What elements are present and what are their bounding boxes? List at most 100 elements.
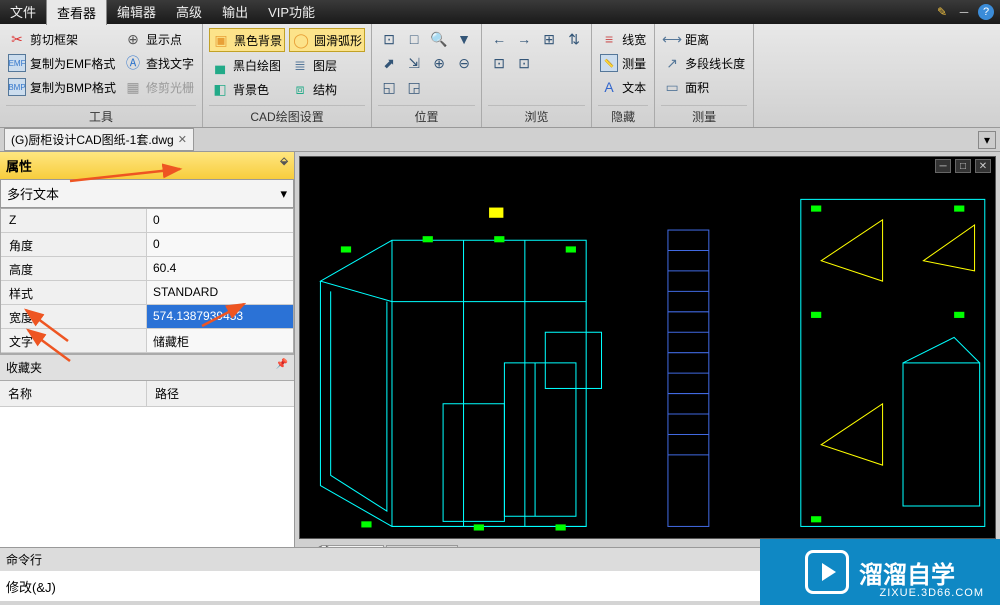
properties-title: 属性 [6,159,32,174]
properties-header[interactable]: 属性 ⬙ [0,152,294,179]
prop-row-宽度[interactable]: 宽度574.1387939453 [1,305,293,329]
ribbon-iconbtn[interactable]: ⊡ [513,52,535,74]
col-name[interactable]: 名称 [0,381,147,406]
ribbon-label: 测量 [622,55,646,72]
ribbon-label: 线宽 [622,31,646,48]
canvas-window-controls: ─ □ ✕ [935,159,991,173]
prop-value[interactable]: 60.4 [147,257,293,280]
ribbon-距离[interactable]: ⟷距离 [661,28,747,50]
ribbon-查找文字[interactable]: Ⓐ查找文字 [122,52,196,74]
ribbon-iconbtn[interactable]: ← [488,28,510,50]
drawing-canvas[interactable]: ─ □ ✕ [299,156,996,539]
close-icon[interactable]: ✕ [178,133,187,146]
ribbon-iconbtn [538,52,560,74]
ribbon-label: 显示点 [146,31,182,48]
help-icon[interactable]: ? [978,4,994,20]
ribbon-iconbtn[interactable]: 🔍 [428,28,450,50]
ribbon-group-隐藏: ≡线宽📏测量A文本隐藏 [592,24,655,127]
menu-查看器[interactable]: 查看器 [46,0,107,25]
watermark-brand: 溜溜自学 [859,555,955,590]
ribbon-背景色[interactable]: ◧背景色 [209,78,285,100]
ribbon-iconbtn[interactable]: □ [403,28,425,50]
ribbon-复制为EMF格式[interactable]: EMF复制为EMF格式 [6,52,118,74]
多段线长度-icon: ↗ [663,54,681,72]
prop-key: 高度 [1,257,147,280]
tab-dropdown[interactable]: ▾ [978,131,996,149]
ribbon-iconbtn[interactable]: ⬈ [378,52,400,74]
menu-高级[interactable]: 高级 [166,0,212,25]
pin-icon[interactable]: 📌 [276,359,288,370]
ribbon-iconbtn[interactable]: ◲ [403,76,425,98]
ribbon-剪切框架[interactable]: ✂剪切框架 [6,28,118,50]
prop-row-文字[interactable]: 文字储藏柜 [1,329,293,353]
watermark-url: ZIXUE.3D66.COM [880,587,984,599]
ribbon-iconbtn[interactable]: ⊞ [538,28,560,50]
pen-icon[interactable]: ✎ [934,4,950,20]
prop-value[interactable]: 0 [147,233,293,256]
ribbon-iconbtn[interactable]: ⊕ [428,52,450,74]
prop-value[interactable]: 0 [147,209,293,232]
ribbon-group-CAD绘图设置: ▣黑色背景▄黑白绘图◧背景色◯圆滑弧形≣图层⧈结构CAD绘图设置 [203,24,372,127]
ribbon-圆滑弧形[interactable]: ◯圆滑弧形 [289,28,365,52]
ribbon-group-title: 工具 [6,105,196,127]
ribbon-黑色背景[interactable]: ▣黑色背景 [209,28,285,52]
maximize-icon[interactable]: □ [955,159,971,173]
favorites-body [0,407,294,547]
ribbon-显示点[interactable]: ⊕显示点 [122,28,196,50]
watermark: 溜溜自学 ZIXUE.3D66.COM [760,539,1000,605]
prop-value[interactable]: 574.1387939453 [147,305,293,328]
ribbon-iconbtn[interactable]: ⇅ [563,28,585,50]
prop-row-角度[interactable]: 角度0 [1,233,293,257]
menu-输出[interactable]: 输出 [212,0,258,25]
ribbon-复制为BMP格式[interactable]: BMP复制为BMP格式 [6,76,118,98]
ribbon-iconbtn[interactable]: ▼ [453,28,475,50]
prop-value[interactable]: STANDARD [147,281,293,304]
property-type-select[interactable]: 多行文本 ▾ [0,179,294,208]
ribbon-iconbtn[interactable]: → [513,28,535,50]
menu-VIP功能[interactable]: VIP功能 [258,0,325,25]
ribbon-iconbtn[interactable]: ⊡ [378,28,400,50]
minimize-icon[interactable]: ─ [935,159,951,173]
ribbon-iconbtn[interactable]: ⊖ [453,52,475,74]
document-tab[interactable]: (G)厨柜设计CAD图纸-1套.dwg ✕ [4,128,194,151]
ribbon-面积[interactable]: ▭面积 [661,76,747,98]
ribbon-黑白绘图[interactable]: ▄黑白绘图 [209,54,285,76]
查找文字-icon: Ⓐ [124,54,142,72]
cad-drawing [300,157,995,538]
prop-value[interactable]: 储藏柜 [147,329,293,352]
背景色-icon: ◧ [211,80,229,98]
col-path[interactable]: 路径 [147,381,294,406]
minimize-icon[interactable]: ─ [956,4,972,20]
ribbon-iconbtn[interactable]: ◱ [378,76,400,98]
ribbon-label: 修剪光栅 [146,79,194,96]
play-icon [805,550,849,594]
ribbon-label: 多段线长度 [685,55,745,72]
prop-row-高度[interactable]: 高度60.4 [1,257,293,281]
文本-icon: A [600,78,618,96]
显示点-icon: ⊕ [124,30,142,48]
ribbon-group-位置: ⊡□🔍▼ ⬈⇲⊕⊖ ◱◲ 位置 [372,24,482,127]
ribbon-group-浏览: ←→⊞⇅⊡⊡浏览 [482,24,592,127]
ribbon-图层[interactable]: ≣图层 [289,54,365,76]
结构-icon: ⧈ [291,80,309,98]
menu-编辑器[interactable]: 编辑器 [107,0,166,25]
ribbon-文本[interactable]: A文本 [598,76,648,98]
线宽-icon: ≡ [600,30,618,48]
ribbon-iconbtn[interactable]: ⇲ [403,52,425,74]
favorites-header[interactable]: 收藏夹 📌 [0,354,294,381]
prop-key: 文字 [1,329,147,352]
ribbon-多段线长度[interactable]: ↗多段线长度 [661,52,747,74]
黑色背景-icon: ▣ [212,31,230,49]
menu-bar: 文件查看器编辑器高级输出VIP功能 ✎ ─ ? [0,0,1000,24]
close-icon[interactable]: ✕ [975,159,991,173]
ribbon-测量[interactable]: 📏测量 [598,52,648,74]
prop-row-Z[interactable]: Z0 [1,209,293,233]
ribbon-iconbtn[interactable]: ⊡ [488,52,510,74]
menu-文件[interactable]: 文件 [0,0,46,25]
pin-icon[interactable]: ⬙ [280,156,288,167]
chevron-down-icon: ▾ [280,186,287,202]
ribbon-group-title: 位置 [378,105,475,127]
ribbon-结构[interactable]: ⧈结构 [289,78,365,100]
prop-row-样式[interactable]: 样式STANDARD [1,281,293,305]
ribbon-线宽[interactable]: ≡线宽 [598,28,648,50]
